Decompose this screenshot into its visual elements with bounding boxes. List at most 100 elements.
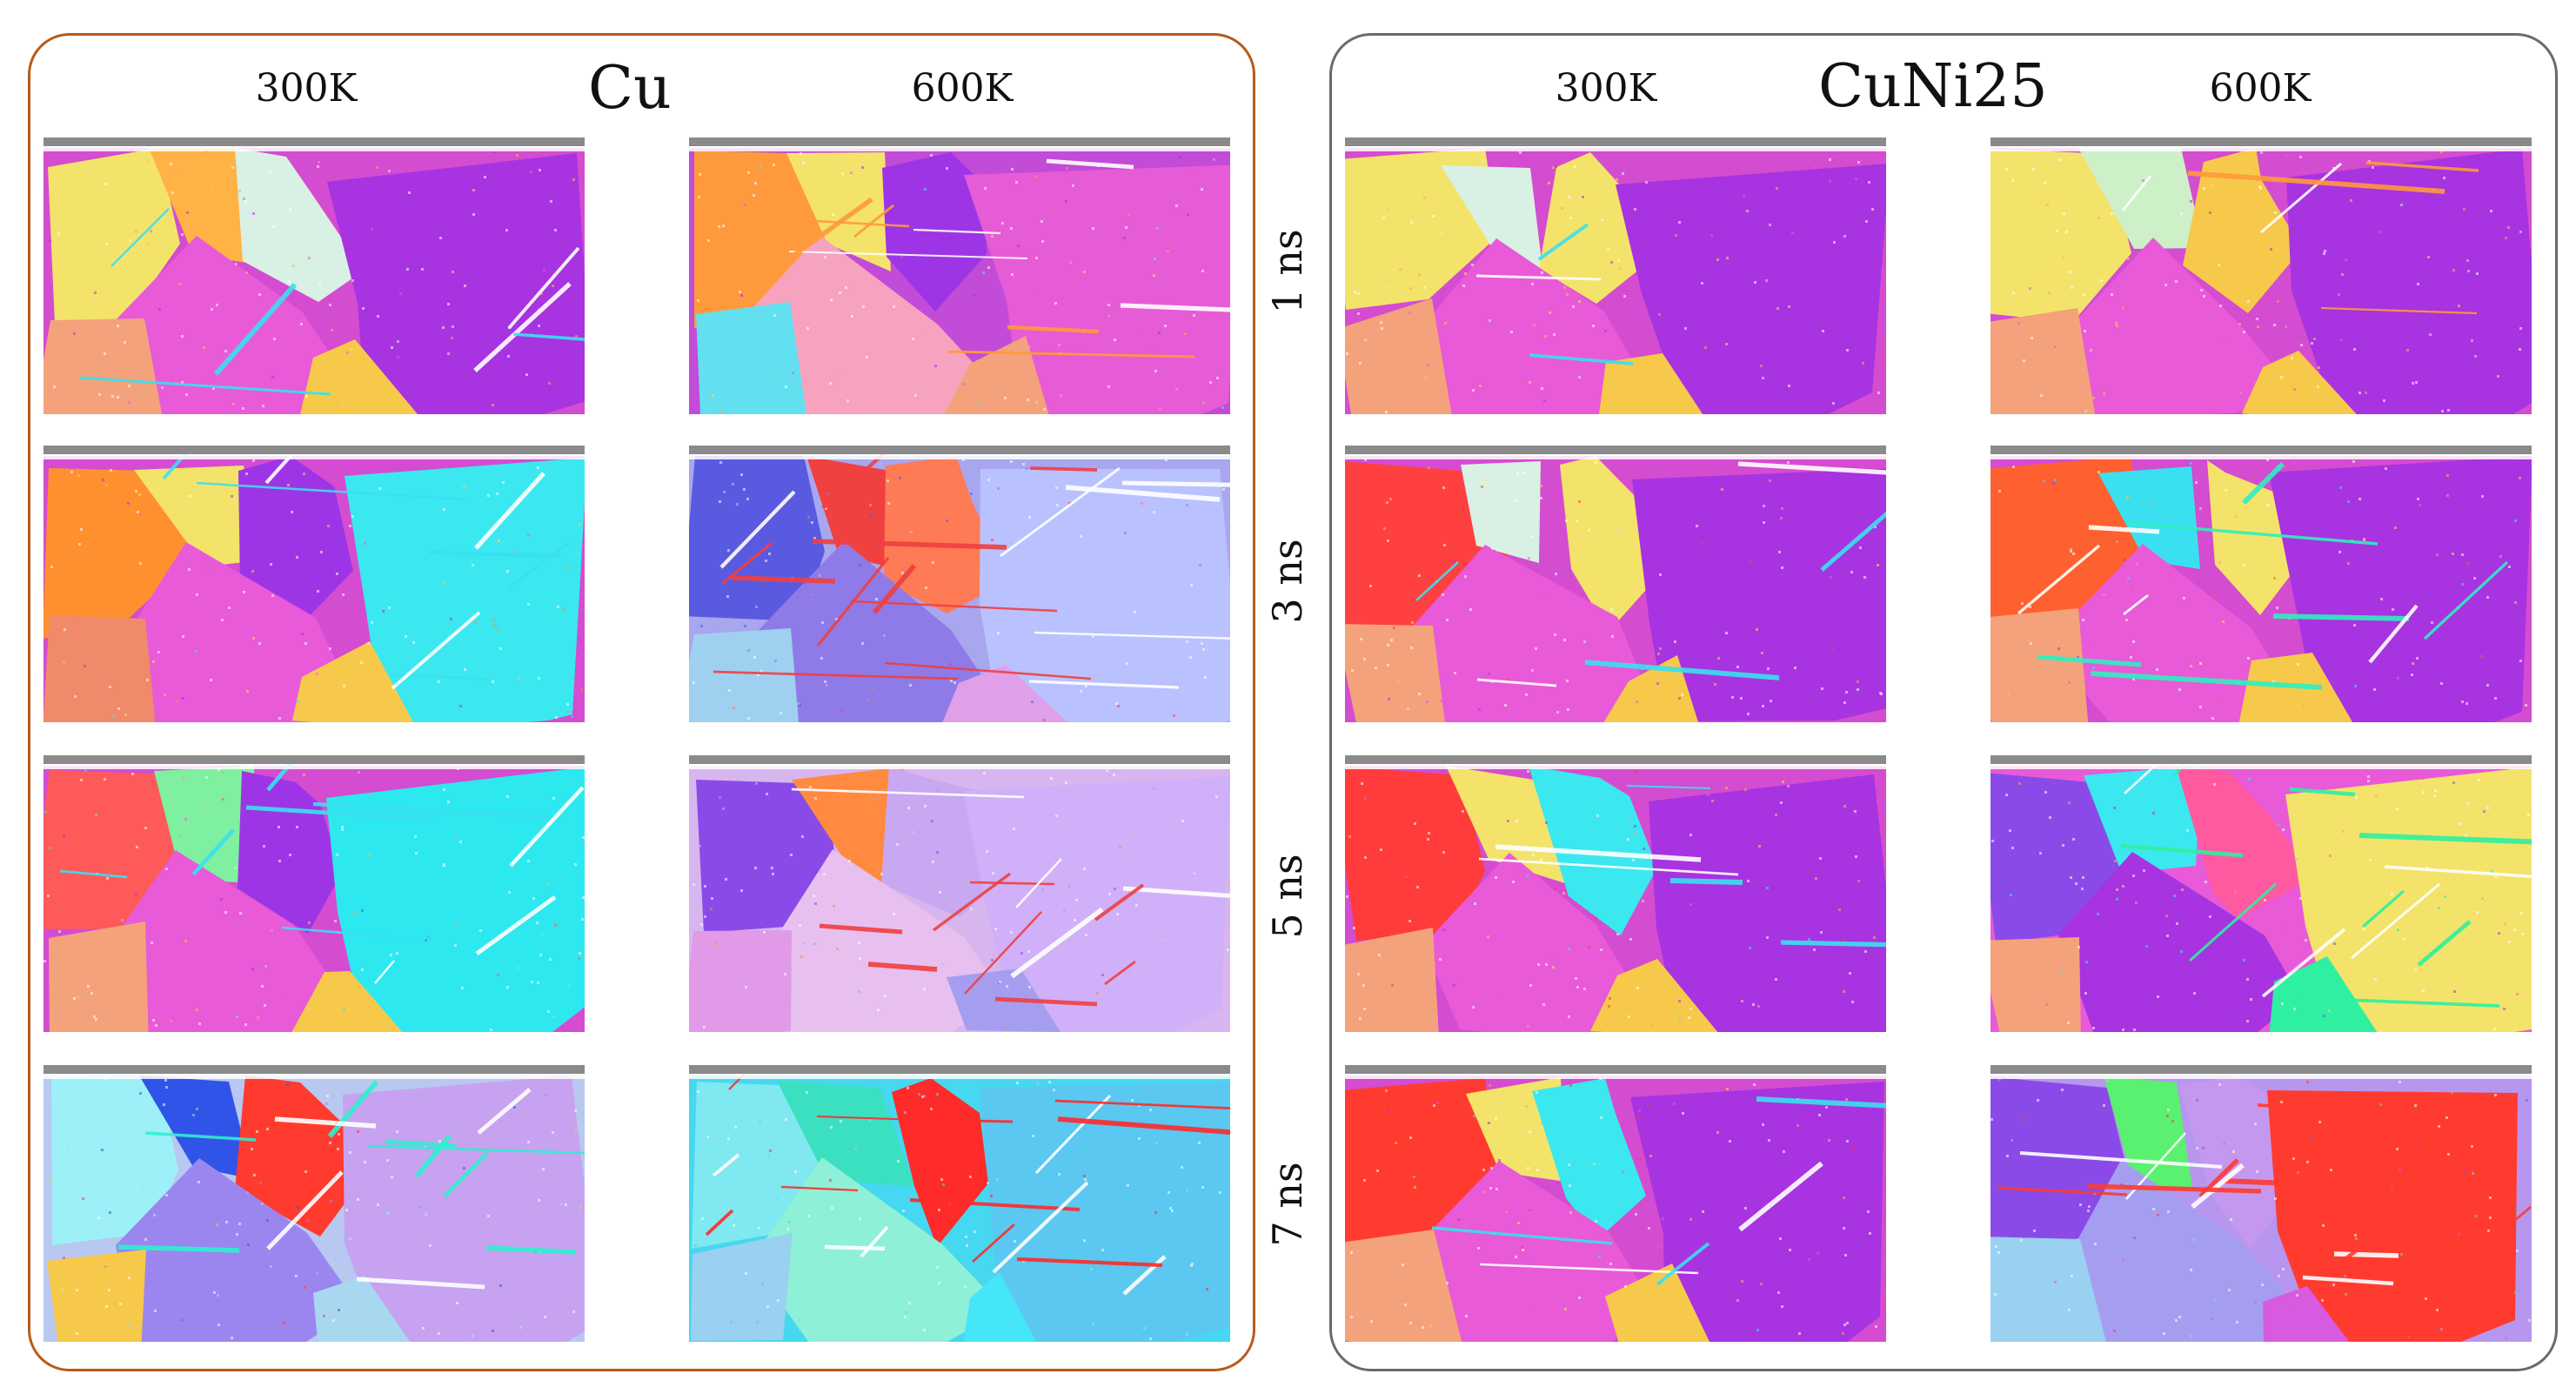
speckle [184,818,187,821]
speckle [516,154,519,157]
speckle [1138,1137,1141,1140]
speckle [693,681,695,684]
speckle [1832,402,1835,405]
speckle [345,1209,348,1211]
speckle [1399,268,1402,271]
speckle [1159,407,1161,410]
speckle [2476,272,2479,275]
speckle [93,1015,96,1018]
speckle [2106,1080,2109,1082]
speckle [135,893,137,895]
speckle [2054,1281,2057,1283]
speckle [2302,705,2305,707]
speckle [155,1024,157,1027]
speckle [2130,656,2132,659]
speckle [2062,256,2064,258]
twin-streak [266,1170,344,1250]
speckle [747,717,750,720]
speckle [965,1236,967,1238]
grain-region [47,1250,146,1342]
speckle [861,166,864,169]
speckle [1766,887,1769,889]
twin-streak [821,446,896,510]
speckle [492,618,495,620]
speckle [1535,647,1537,650]
speckle [2478,779,2480,781]
speckle [2058,158,2061,161]
speckle [292,265,295,267]
speckle [1867,1210,1870,1213]
speckle [1219,629,1221,632]
speckle [2005,168,2008,171]
speckle [1026,467,1028,470]
speckle [575,335,578,338]
speckle [2228,1289,2231,1291]
speckle [1504,704,1507,707]
twin-streak [2333,1251,2399,1258]
twin-streak [2417,920,2472,967]
speckle [493,151,496,153]
speckle [63,1257,65,1259]
speckle [343,685,345,687]
speckle [1768,1139,1770,1142]
speckle [405,635,407,638]
speckle [1158,332,1161,334]
speckle [840,709,843,712]
speckle [1880,693,1883,695]
speckle [704,885,706,888]
twin-streak [1737,461,1886,475]
speckle [554,924,557,927]
grain-region [49,922,149,1032]
speckle [258,293,261,296]
speckle [213,1291,216,1294]
speckle [2254,1123,2257,1125]
speckle [2380,598,2383,600]
speckle [2526,1099,2528,1102]
grain-region [1991,148,2131,323]
speckle [1595,918,1597,921]
speckle [1622,1170,1624,1173]
speckle [2239,392,2242,394]
twin-streak [274,1116,377,1129]
speckle [538,1199,540,1202]
speckle [2465,211,2467,214]
speckle [797,702,800,705]
grain-region [1599,353,1703,414]
speckle [1554,888,1556,890]
speckle [1611,635,1614,638]
twin-streak [799,218,910,228]
speckle [2447,276,2450,278]
grain-region [2044,544,2299,722]
speckle [745,1272,747,1275]
speckle [2196,1099,2198,1102]
speckle [442,326,445,329]
twin-streak [819,923,903,935]
speckle [2354,685,2357,687]
speckle [2367,775,2370,778]
grain-region [149,148,264,265]
speckle [1726,257,1729,259]
speckle [1204,676,1207,679]
speckle [538,677,540,680]
speckle [2166,935,2169,937]
speckle [438,680,440,683]
speckle [1122,871,1125,874]
speckle [266,1128,269,1130]
speckle [557,606,559,608]
twin-streak [812,539,1007,550]
speckle [1433,1104,1435,1107]
speckle [1548,258,1550,261]
speckle [2417,498,2419,500]
speckle [362,307,365,310]
speckle [2167,1109,2170,1111]
speckle [371,228,373,231]
speckle [1555,573,1557,575]
twin-streak [2320,306,2478,315]
surface-edge [1991,454,2532,459]
speckle [1757,1005,1760,1008]
twin-streak [1476,678,1557,687]
speckle [1429,1324,1432,1327]
speckle [329,1142,331,1144]
speckle [2396,808,2399,810]
speckle [932,861,934,863]
